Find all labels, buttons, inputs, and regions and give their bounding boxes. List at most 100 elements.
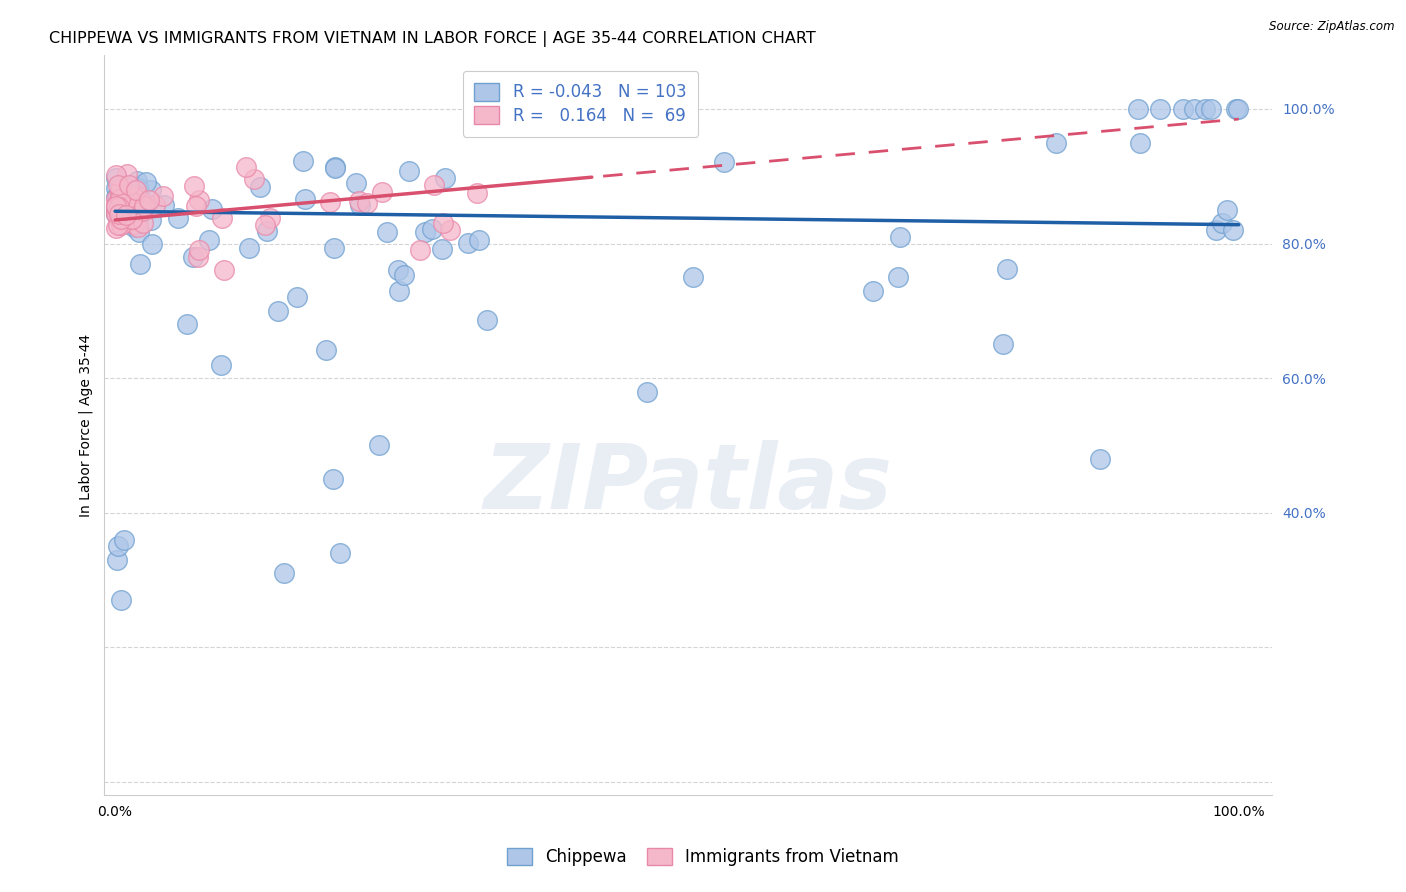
Point — [110, 202, 132, 217]
Point — [408, 243, 430, 257]
Point — [636, 384, 658, 399]
Point — [188, 193, 211, 207]
Point — [115, 204, 138, 219]
Point — [713, 154, 735, 169]
Point — [108, 206, 131, 220]
Point — [413, 225, 436, 239]
Point — [249, 179, 271, 194]
Point — [243, 172, 266, 186]
Point — [118, 202, 141, 216]
Point — [370, 185, 392, 199]
Point — [995, 261, 1018, 276]
Point — [862, 284, 884, 298]
Point — [129, 194, 152, 209]
Point — [235, 160, 257, 174]
Point — [112, 195, 135, 210]
Point — [439, 223, 461, 237]
Point — [108, 186, 131, 200]
Point — [138, 193, 160, 207]
Point — [108, 192, 131, 206]
Point — [107, 218, 129, 232]
Point — [323, 160, 346, 174]
Point — [131, 203, 153, 218]
Point — [167, 211, 190, 225]
Point — [108, 210, 131, 224]
Point — [209, 358, 232, 372]
Point — [152, 189, 174, 203]
Point — [1194, 102, 1216, 116]
Point — [107, 178, 129, 192]
Point — [129, 257, 152, 271]
Point — [467, 233, 489, 247]
Point — [457, 236, 479, 251]
Point — [107, 190, 129, 204]
Point — [139, 213, 162, 227]
Point — [1182, 102, 1205, 116]
Point — [319, 195, 342, 210]
Point — [111, 188, 134, 202]
Point — [322, 241, 344, 255]
Point — [392, 268, 415, 282]
Point — [349, 198, 371, 212]
Point — [1211, 216, 1233, 230]
Point — [344, 176, 367, 190]
Point — [1171, 102, 1194, 116]
Point — [121, 202, 143, 216]
Point — [111, 191, 134, 205]
Point — [121, 198, 143, 212]
Text: CHIPPEWA VS IMMIGRANTS FROM VIETNAM IN LABOR FORCE | AGE 35-44 CORRELATION CHART: CHIPPEWA VS IMMIGRANTS FROM VIETNAM IN L… — [49, 31, 815, 47]
Point — [115, 215, 138, 229]
Point — [433, 171, 456, 186]
Point — [125, 183, 148, 197]
Point — [135, 175, 157, 189]
Point — [110, 218, 132, 232]
Point — [131, 203, 153, 218]
Point — [273, 566, 295, 581]
Point — [356, 196, 378, 211]
Point — [110, 211, 132, 226]
Point — [143, 198, 166, 212]
Point — [107, 210, 129, 224]
Point — [388, 284, 411, 298]
Point — [398, 164, 420, 178]
Point — [329, 546, 352, 560]
Point — [1088, 451, 1111, 466]
Point — [176, 318, 198, 332]
Point — [197, 233, 219, 247]
Point — [184, 199, 207, 213]
Point — [115, 216, 138, 230]
Point — [1205, 223, 1227, 237]
Point — [120, 196, 142, 211]
Point — [1199, 102, 1222, 116]
Point — [105, 200, 128, 214]
Point — [432, 216, 454, 230]
Point — [291, 154, 314, 169]
Point — [110, 182, 132, 196]
Point — [105, 198, 128, 212]
Point — [1225, 102, 1247, 116]
Point — [127, 181, 149, 195]
Point — [139, 183, 162, 197]
Point — [153, 198, 176, 212]
Point — [122, 190, 145, 204]
Point — [128, 225, 150, 239]
Point — [111, 190, 134, 204]
Point — [105, 190, 128, 204]
Point — [375, 225, 398, 239]
Point — [315, 343, 337, 358]
Point — [105, 169, 128, 183]
Point — [112, 210, 135, 224]
Point — [887, 270, 910, 285]
Point — [105, 204, 128, 219]
Point — [115, 192, 138, 206]
Point — [124, 217, 146, 231]
Point — [187, 250, 209, 264]
Point — [107, 204, 129, 219]
Point — [188, 244, 211, 258]
Point — [325, 161, 347, 175]
Point — [128, 190, 150, 204]
Point — [201, 202, 224, 216]
Y-axis label: In Labor Force | Age 35-44: In Labor Force | Age 35-44 — [79, 334, 93, 516]
Point — [112, 211, 135, 225]
Point — [105, 207, 128, 221]
